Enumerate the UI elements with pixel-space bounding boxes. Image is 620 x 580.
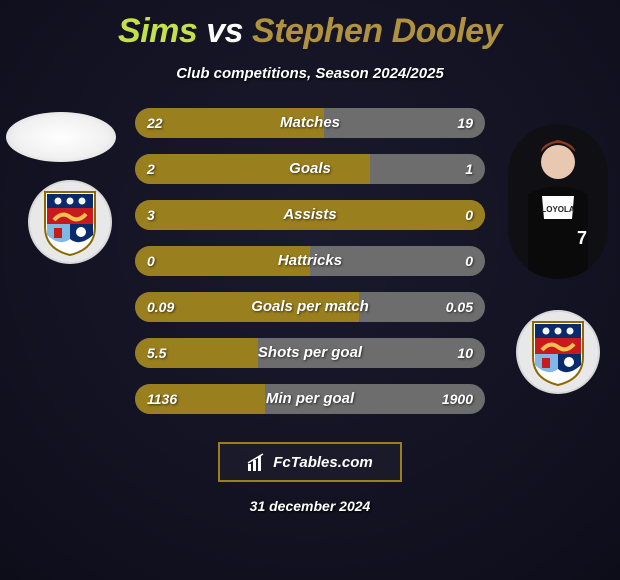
stat-row: Goals per match0.09 0.05	[135, 292, 485, 322]
value-right: 0	[465, 246, 473, 276]
stat-label: Hattricks	[135, 246, 485, 276]
player2-avatar: 7 LOYOLA	[508, 124, 608, 279]
brand-label: FcTables.com	[273, 454, 372, 471]
stat-label: Goals	[135, 154, 485, 184]
svg-text:LOYOLA: LOYOLA	[541, 205, 575, 214]
title-vs: vs	[206, 12, 243, 50]
stat-label: Goals per match	[135, 292, 485, 322]
value-left: 5.5	[147, 338, 166, 368]
date-label: 31 december 2024	[0, 498, 620, 514]
svg-text:7: 7	[577, 228, 587, 248]
stat-row: Goals2 1	[135, 154, 485, 184]
value-right: 1	[465, 154, 473, 184]
shield-icon	[528, 317, 588, 387]
stat-row: Min per goal1136 1900	[135, 384, 485, 414]
value-right: 10	[457, 338, 473, 368]
stat-label: Assists	[135, 200, 485, 230]
value-right: 0	[465, 200, 473, 230]
club-crest-right	[516, 310, 600, 394]
value-left: 2	[147, 154, 155, 184]
title-player1: Sims	[118, 12, 197, 50]
value-left: 0	[147, 246, 155, 276]
stat-label: Shots per goal	[135, 338, 485, 368]
player-silhouette-icon: 7 LOYOLA	[508, 124, 608, 279]
stat-row: Matches22 19	[135, 108, 485, 138]
subtitle: Club competitions, Season 2024/2025	[0, 65, 620, 82]
value-right: 1900	[442, 384, 473, 414]
value-left: 1136	[147, 384, 177, 414]
player1-avatar	[6, 112, 116, 162]
stat-row: Shots per goal5.5 10	[135, 338, 485, 368]
stat-rows: Matches2219Goals21Assists30Hattricks00Go…	[135, 108, 485, 414]
brand-box: FcTables.com	[218, 442, 402, 482]
stat-label: Matches	[135, 108, 485, 138]
comparison-title: Sims vs Stephen Dooley	[0, 0, 620, 51]
title-player2: Stephen Dooley	[252, 12, 502, 50]
value-left: 3	[147, 200, 155, 230]
club-crest-left	[28, 180, 112, 264]
stat-row: Hattricks0 0	[135, 246, 485, 276]
value-left: 22	[147, 108, 163, 138]
stat-row: Assists3 0	[135, 200, 485, 230]
value-right: 19	[457, 108, 473, 138]
stat-label: Min per goal	[135, 384, 485, 414]
shield-icon	[40, 187, 100, 257]
value-right: 0.05	[446, 292, 473, 322]
bars-icon	[247, 452, 267, 472]
value-left: 0.09	[147, 292, 174, 322]
